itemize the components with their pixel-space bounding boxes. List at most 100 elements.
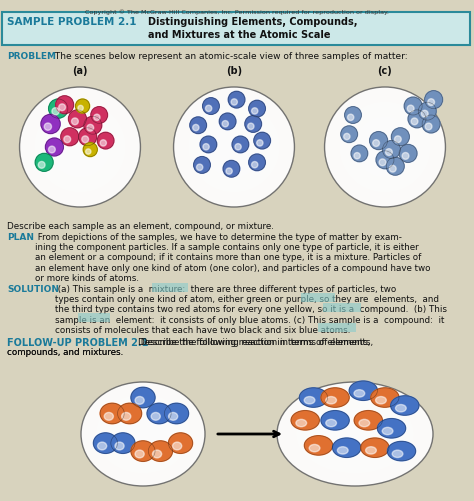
Circle shape: [235, 144, 241, 151]
Circle shape: [200, 137, 217, 153]
Text: an element or a compound; if it contains more than one type, it is a mixture. Pa: an element or a compound; if it contains…: [35, 253, 421, 262]
Circle shape: [395, 405, 406, 412]
Circle shape: [375, 397, 386, 404]
Circle shape: [407, 106, 414, 113]
Circle shape: [351, 146, 368, 162]
Circle shape: [382, 427, 393, 435]
Circle shape: [300, 388, 328, 407]
Ellipse shape: [35, 103, 125, 192]
Circle shape: [252, 109, 258, 115]
Circle shape: [392, 450, 403, 457]
Circle shape: [365, 447, 376, 454]
Ellipse shape: [355, 118, 415, 178]
Circle shape: [135, 450, 144, 458]
Circle shape: [249, 101, 265, 118]
Circle shape: [79, 129, 97, 146]
Text: (b): (b): [226, 66, 242, 76]
Text: (a) This sample is a  mixture:  there are three different types of particles, tw: (a) This sample is a mixture: there are …: [55, 285, 396, 294]
Circle shape: [118, 403, 142, 424]
Circle shape: [304, 397, 315, 404]
Circle shape: [371, 388, 399, 407]
Text: Describe each sample as an element, compound, or mixture.: Describe each sample as an element, comp…: [7, 221, 274, 230]
Circle shape: [344, 134, 350, 140]
Ellipse shape: [204, 118, 264, 178]
Circle shape: [256, 140, 263, 147]
Circle shape: [205, 106, 212, 112]
Text: Distinguishing Elements, Compounds,: Distinguishing Elements, Compounds,: [148, 17, 357, 27]
Circle shape: [164, 403, 189, 424]
Circle shape: [411, 119, 418, 126]
Text: From depictions of the samples, we have to determine the type of matter by exam-: From depictions of the samples, we have …: [35, 232, 402, 241]
Ellipse shape: [277, 382, 433, 486]
Circle shape: [86, 150, 91, 155]
Circle shape: [248, 124, 254, 130]
Ellipse shape: [112, 408, 174, 460]
Circle shape: [219, 114, 236, 130]
Text: Describe the following reaction in terms of elements,: Describe the following reaction in terms…: [138, 337, 373, 346]
Circle shape: [321, 411, 349, 430]
Circle shape: [326, 397, 337, 404]
Circle shape: [84, 117, 102, 135]
Ellipse shape: [316, 408, 394, 460]
Circle shape: [94, 115, 100, 121]
Circle shape: [386, 158, 404, 176]
Text: ining the component particles. If a sample contains only one type of particle, i: ining the component particles. If a samp…: [35, 242, 419, 252]
Ellipse shape: [81, 382, 205, 486]
Text: consists of molecules that each have two black and six blue atoms.: consists of molecules that each have two…: [55, 325, 350, 334]
Circle shape: [93, 433, 118, 453]
Circle shape: [425, 92, 443, 109]
Text: Describe the following reaction in terms of elements,: Describe the following reaction in terms…: [138, 337, 370, 346]
Text: FOLLOW-UP PROBLEM 2.1: FOLLOW-UP PROBLEM 2.1: [7, 337, 148, 347]
Circle shape: [421, 111, 428, 118]
Circle shape: [194, 157, 210, 174]
Text: compounds, and mixtures.: compounds, and mixtures.: [7, 348, 123, 357]
Circle shape: [376, 151, 394, 169]
Circle shape: [64, 137, 71, 143]
Circle shape: [68, 111, 86, 129]
Circle shape: [428, 100, 435, 106]
Circle shape: [151, 413, 160, 420]
Circle shape: [232, 137, 249, 153]
Circle shape: [249, 155, 265, 171]
Circle shape: [354, 153, 360, 160]
Circle shape: [418, 103, 436, 121]
Circle shape: [422, 116, 440, 134]
Circle shape: [408, 111, 426, 129]
Circle shape: [291, 411, 319, 430]
Ellipse shape: [277, 382, 433, 486]
Ellipse shape: [340, 103, 430, 192]
Circle shape: [373, 140, 380, 147]
Circle shape: [226, 169, 232, 175]
Text: Copyright © The McGraw-Hill Companies, Inc. Permission required for reproduction: Copyright © The McGraw-Hill Companies, I…: [85, 9, 389, 15]
Ellipse shape: [325, 88, 446, 207]
Circle shape: [87, 125, 94, 132]
Text: the third type contains two red atoms for every one yellow, so it is a  compound: the third type contains two red atoms fo…: [55, 305, 447, 314]
Ellipse shape: [173, 88, 294, 207]
Circle shape: [404, 98, 422, 116]
Ellipse shape: [50, 118, 110, 178]
Circle shape: [115, 442, 124, 450]
Circle shape: [399, 145, 417, 163]
Circle shape: [169, 413, 178, 420]
Circle shape: [333, 438, 361, 457]
Text: sample is an  element:  it consists of only blue atoms. (c) This sample is a  co: sample is an element: it consists of onl…: [55, 315, 444, 324]
Circle shape: [173, 442, 182, 450]
Circle shape: [309, 444, 320, 452]
Circle shape: [296, 419, 307, 427]
Circle shape: [41, 115, 60, 134]
Ellipse shape: [325, 88, 446, 207]
Circle shape: [394, 137, 401, 143]
Circle shape: [425, 124, 432, 131]
Circle shape: [82, 137, 89, 143]
Text: PROBLEM: PROBLEM: [7, 52, 56, 61]
Circle shape: [153, 450, 162, 458]
Circle shape: [392, 129, 410, 146]
Circle shape: [72, 119, 78, 126]
Circle shape: [223, 161, 240, 178]
Text: (a): (a): [72, 66, 88, 76]
Circle shape: [46, 139, 64, 157]
Circle shape: [304, 436, 333, 455]
Circle shape: [203, 144, 209, 151]
Text: The scenes below represent an atomic-scale view of three samples of matter:: The scenes below represent an atomic-sca…: [52, 52, 408, 61]
Circle shape: [83, 143, 97, 157]
